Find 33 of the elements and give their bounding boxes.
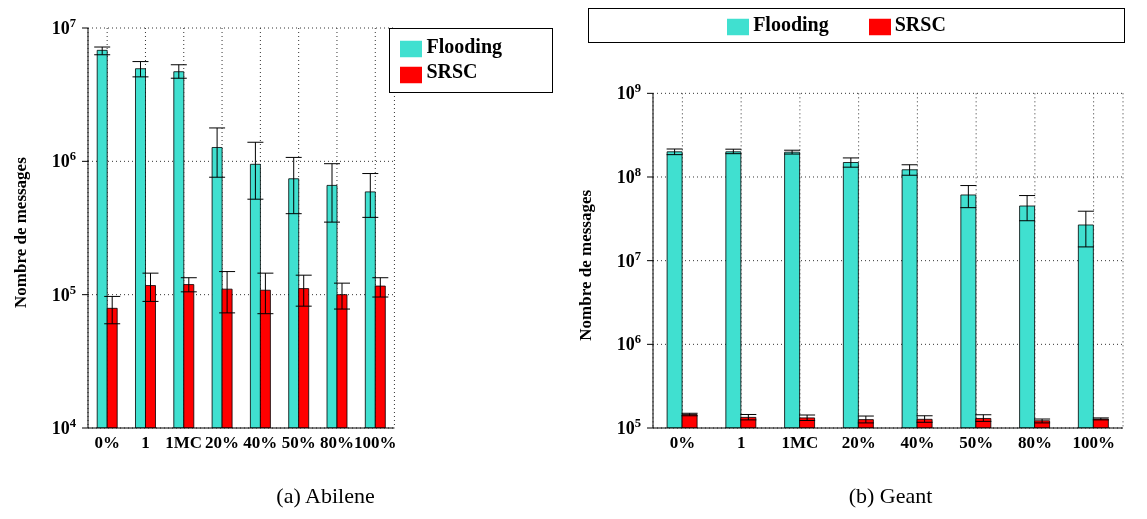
x-tick-label: 80% bbox=[1017, 433, 1052, 453]
y-tick-label: 10$^{7}$ bbox=[51, 16, 76, 38]
y-tick-label: 10$^{6}$ bbox=[616, 332, 641, 355]
text: (a) Abilene bbox=[275, 483, 376, 509]
x-tick-label: 0% bbox=[94, 433, 120, 453]
text: (b) Geant bbox=[847, 483, 934, 509]
x-tick-label: 100% bbox=[354, 433, 397, 453]
x-tick-label: 40% bbox=[243, 433, 278, 453]
x-tick-label: 20% bbox=[205, 433, 240, 453]
x-tick-label: 1 bbox=[141, 433, 150, 453]
legend-label: Flooding bbox=[426, 35, 502, 57]
y-tick-label: 10$^{5}$ bbox=[616, 416, 641, 438]
x-tick-label: 50% bbox=[959, 433, 994, 453]
x-tick-label: 80% bbox=[319, 433, 354, 453]
x-tick-label: 50% bbox=[281, 433, 316, 453]
y-tick-label: 10$^{9}$ bbox=[616, 81, 641, 104]
x-tick-label: 20% bbox=[841, 433, 876, 453]
y-tick-label: 10$^{4}$ bbox=[51, 416, 77, 438]
y-tick-label: 10$^{6}$ bbox=[51, 149, 76, 172]
x-tick-label: 0% bbox=[669, 433, 696, 453]
x-tick-label: 40% bbox=[900, 433, 935, 453]
y-tick-label: 10$^{7}$ bbox=[616, 248, 641, 271]
x-tick-label: 1MC bbox=[165, 433, 203, 453]
legend-label: SRSC bbox=[426, 60, 478, 83]
x-tick-label: 1MC bbox=[781, 433, 819, 453]
y-tick-label: 10$^{8}$ bbox=[616, 165, 641, 187]
y-tick-label: 10$^{5}$ bbox=[51, 282, 76, 305]
x-tick-label: 1 bbox=[736, 433, 746, 453]
legend-label: Flooding bbox=[753, 13, 829, 35]
y-axis-title: Nombre de messages bbox=[11, 156, 31, 308]
legend-label: SRSC bbox=[894, 13, 946, 35]
y-axis-title: Nombre de messages bbox=[576, 189, 596, 341]
x-tick-label: 100% bbox=[1072, 433, 1115, 453]
